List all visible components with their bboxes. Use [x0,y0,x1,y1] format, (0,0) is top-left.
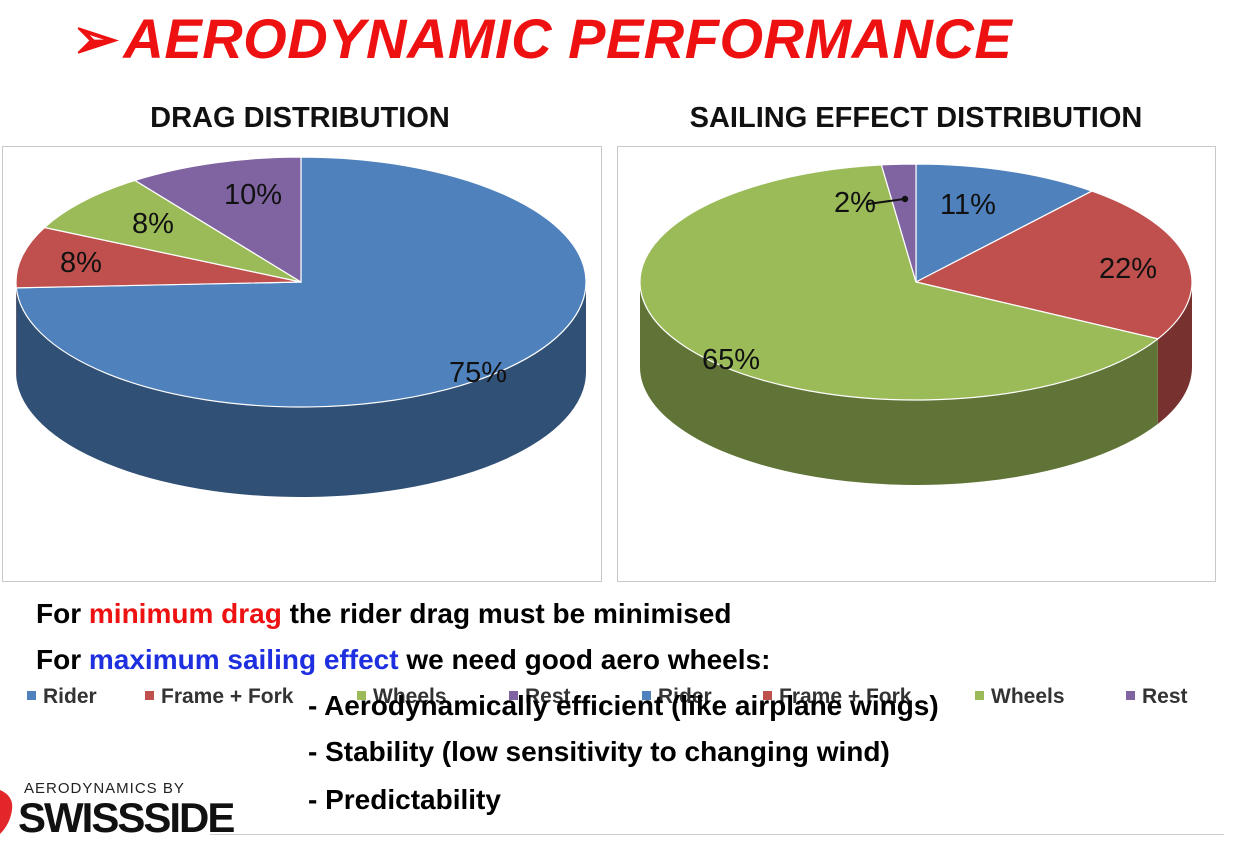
drag-legend-rest: Rest [509,685,571,709]
drag-legend-frame-fork: Frame + Fork [145,685,293,709]
bullet-stability: - Stability (low sensitivity to changing… [308,736,890,767]
sail-slice-rest [880,163,917,283]
drag-label-frame-fork: 8% [60,247,102,279]
max-sailing-highlight: maximum sailing effect [88,644,399,675]
sail-legend-label-wheels: Wheels [991,685,1065,708]
sail-slice-frame-fork [914,190,1193,340]
drag-label-rider: 75% [449,357,507,389]
sail-slice-rider [915,163,1094,283]
min-drag-highlight: minimum drag [88,598,282,629]
bullet-predictability: - Predictability [308,784,501,815]
sailing-chart: 11% 22% 65% 2% Rider Frame + Fork Wheels Rest [617,146,1216,708]
bullet-aero-efficient: - Aerodynamically efficient (like airpla… [308,690,939,721]
min-drag-statement: For minimum drag the rider drag must be … [36,598,732,629]
swissside-logo: AERODYNAMICS BY SWISSSIDE [0,772,235,842]
sail-leader-dot [901,195,909,203]
logo-tagline: AERODYNAMICS BY [24,780,185,797]
sail-legend-wheels: Wheels [975,685,1065,709]
drag-label-wheels: 8% [132,208,174,240]
slide-title-text: AERODYNAMIC PERFORMANCE [123,7,1013,70]
sail-legend-swatch-rest [1126,690,1135,700]
drag-legend-label-rest: Rest [525,685,571,708]
sail-legend-label-rest: Rest [1142,685,1188,708]
drag-slice-wheels [43,179,302,283]
footer-divider [210,834,1224,835]
sail-legend-swatch-frame-fork [763,690,772,700]
logo-drop-icon [0,790,13,834]
arrow-bullet-icon: ➢ [72,7,120,70]
logo-wordmark: SWISSSIDE [18,794,235,841]
sail-leader-line [867,198,905,205]
sailing-chart-title: SAILING EFFECT DISTRIBUTION [689,102,1143,134]
drag-slice-rest [133,156,302,284]
sail-label-wheels: 65% [702,344,760,376]
drag-legend-label-frame-fork: Frame + Fork [161,685,294,708]
sail-legend-label-rider: Rider [658,685,712,708]
drag-slice-frame-fork [15,226,302,289]
sail-legend-rider: Rider [642,685,712,709]
drag-legend-swatch-rest [509,690,518,700]
drag-chart: 75% 8% 8% 10% Rider Frame + Fork Wheels Rest [2,146,602,708]
drag-legend-swatch-frame-fork [145,690,154,700]
sail-side-frame-fork [1157,282,1192,424]
sail-legend-rest: Rest [1126,685,1188,709]
sail-legend-swatch-wheels [975,690,984,700]
drag-legend-label-rider: Rider [43,685,97,708]
drag-chart-title: DRAG DISTRIBUTION [150,102,450,134]
drag-label-rest: 10% [224,179,282,211]
drag-legend-swatch-rider [27,690,36,700]
drag-legend-rider: Rider [27,685,97,709]
sail-side-wheels [640,282,1158,486]
drag-side-rider [16,282,586,497]
sail-legend-label-frame-fork: Frame + Fork [779,685,912,708]
drag-legend-swatch-wheels [357,690,366,700]
drag-legend-wheels: Wheels [357,685,447,709]
drag-pie-svg: 75% 8% 8% 10% [15,156,587,497]
max-sailing-statement: For maximum sailing effect we need good … [36,644,771,675]
sail-slice-wheels [639,164,1160,401]
drag-legend-label-wheels: Wheels [373,685,447,708]
sail-legend-frame-fork: Frame + Fork [763,685,911,709]
slide-title: ➢AERODYNAMIC PERFORMANCE [72,6,1012,72]
sail-label-frame-fork: 22% [1099,253,1157,285]
sail-legend-swatch-rider [642,690,651,700]
sailing-pie-svg: 11%22%65%2% [639,163,1193,486]
sail-label-rider: 11% [940,189,996,221]
